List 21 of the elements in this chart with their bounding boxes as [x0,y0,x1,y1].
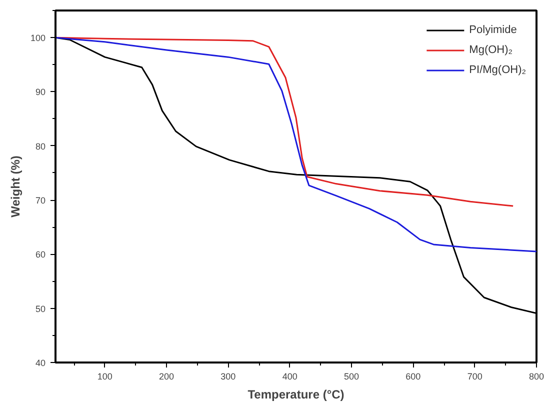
y-tick-label: 60 [35,250,46,260]
x-axis-title: Temperature (°C) [248,388,344,402]
x-tick-label: 400 [282,372,298,382]
line-series [56,36,536,252]
y-tick-label: 90 [35,87,46,98]
y-axis-title: Weight (%) [8,156,22,218]
x-tick-label: 100 [97,372,112,382]
x-tick-label: 200 [158,372,174,382]
y-tick-label: 50 [35,304,46,314]
legend-label: Polyimide [469,24,517,36]
x-tick-label: 300 [220,372,236,382]
y-tick-label: 40 [35,358,46,368]
y-tick-label: 80 [35,141,46,152]
x-tick-label: 700 [467,372,482,382]
x-tick-label: 500 [344,372,360,382]
legend-label: PI/Mg(OH)₂ [469,64,526,76]
y-tick-label: 70 [35,196,46,206]
y-tick-label: 100 [30,33,46,44]
legend-label: Mg(OH)₂ [469,44,513,56]
x-tick-label: 600 [406,372,421,382]
x-tick-label: 800 [528,372,544,382]
